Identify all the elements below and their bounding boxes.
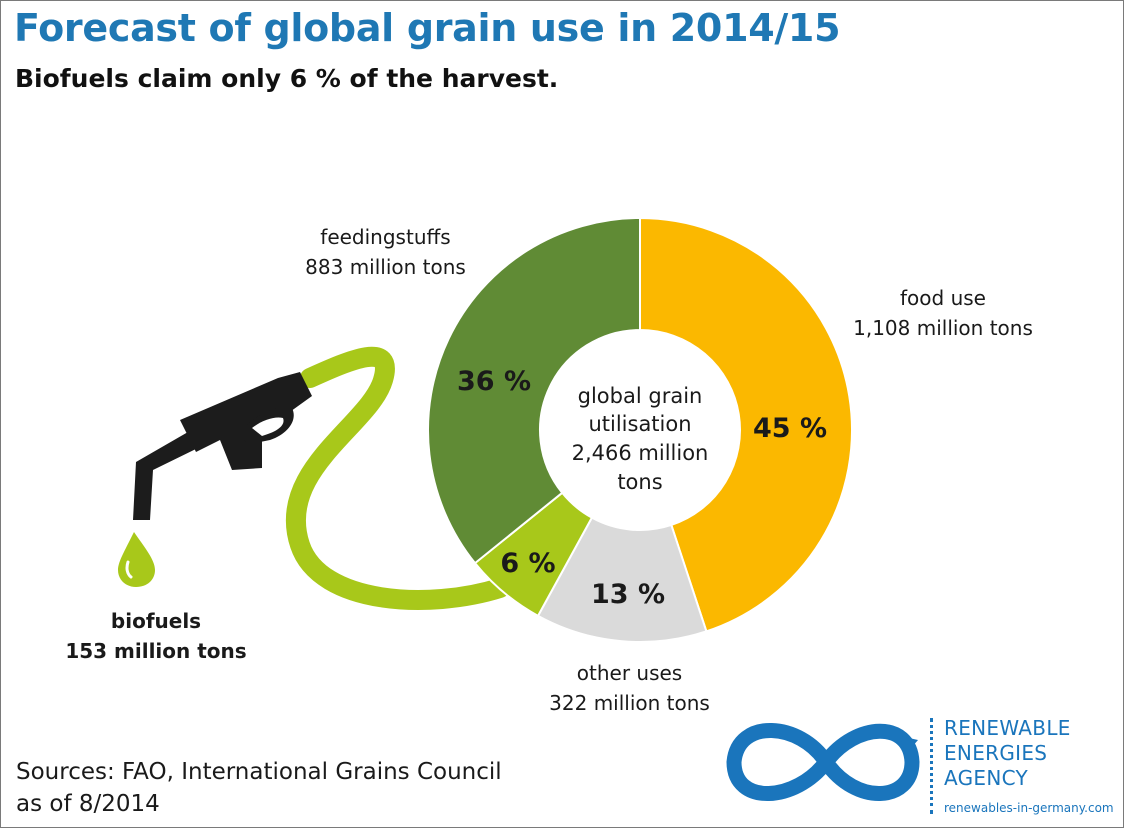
- slice-name-food: food use: [900, 286, 986, 310]
- percent-label-food: 45 %: [753, 413, 827, 444]
- donut-slices: [427, 216, 853, 643]
- center-label: global grain utilisation 2,466 million t…: [572, 384, 709, 494]
- slice-amount-food: 1,108 million tons: [853, 316, 1033, 340]
- center-label-line-4: tons: [617, 470, 662, 494]
- slice-name-other: other uses: [576, 661, 683, 685]
- agency-logo-icon: [726, 723, 920, 801]
- fuel-drop-icon: [118, 532, 155, 587]
- slice-feed: [427, 216, 641, 565]
- slice-label-food: food use 1,108 million tons: [838, 283, 1048, 343]
- percent-label-other: 13 %: [591, 579, 665, 610]
- slice-label-biofuels: biofuels 153 million tons: [56, 606, 256, 666]
- percent-label-feed: 36 %: [457, 366, 531, 397]
- slice-name-biofuels: biofuels: [110, 609, 202, 633]
- agency-logo-text: RENEWABLE ENERGIES AGENCY renewables-in-…: [944, 716, 1114, 817]
- slice-name-feed: feedingstuffs: [320, 225, 451, 249]
- slice-label-other: other uses 322 million tons: [522, 658, 737, 718]
- logo-line-2: ENERGIES: [944, 741, 1048, 765]
- logo-line-1: RENEWABLE: [944, 716, 1071, 740]
- logo-url: renewables-in-germany.com: [944, 801, 1114, 815]
- center-label-line-3: 2,466 million: [572, 441, 709, 465]
- sources-note: Sources: FAO, International Grains Counc…: [16, 756, 502, 820]
- percent-label-biofuels: 6 %: [500, 548, 555, 579]
- slice-food: [639, 216, 853, 633]
- logo-divider: [930, 718, 933, 814]
- chart-subtitle: Biofuels claim only 6 % of the harvest.: [15, 64, 559, 93]
- logo-line-3: AGENCY: [944, 766, 1029, 790]
- slice-amount-other: 322 million tons: [549, 691, 710, 715]
- sources-line-2: as of 8/2014: [16, 791, 160, 817]
- sources-line-1: Sources: FAO, International Grains Counc…: [16, 759, 502, 785]
- slice-label-feed: feedingstuffs 883 million tons: [283, 222, 488, 282]
- center-label-line-2: utilisation: [588, 412, 691, 436]
- percent-labels: 45 % 13 % 6 % 36 %: [457, 366, 827, 610]
- center-label-line-1: global grain: [578, 384, 703, 408]
- chart-title: Forecast of global grain use in 2014/15: [14, 6, 841, 50]
- slice-other: [536, 516, 708, 643]
- slice-amount-feed: 883 million tons: [305, 255, 466, 279]
- fuel-nozzle-icon: [118, 346, 510, 610]
- slice-amount-biofuels: 153 million tons: [65, 639, 247, 663]
